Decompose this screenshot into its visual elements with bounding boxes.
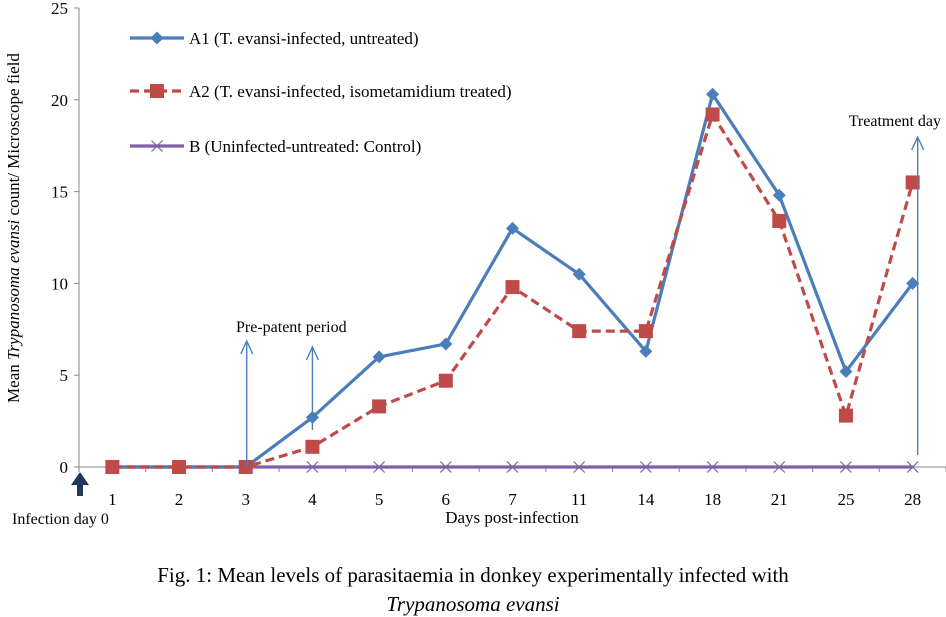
infection-day-label: Infection day 0: [12, 511, 109, 528]
x-tick-label: 25: [837, 490, 854, 509]
data-point: [706, 87, 720, 101]
treatment-day-arrow-head: [911, 135, 925, 151]
x-tick-label: 11: [571, 490, 587, 509]
x-tick-label: 21: [771, 490, 788, 509]
y-tick-label: 25: [51, 0, 68, 18]
data-point-stroke: [639, 461, 652, 473]
data-point: [506, 461, 519, 473]
chart: 0 5 10 15 20 25 1 2 3 4 5 6 7 11 14 18 21 25 28 Days post-i…: [4, 0, 946, 528]
data-point: [906, 461, 919, 473]
data-point: [772, 213, 787, 228]
treatment-day-arrow: [911, 135, 925, 455]
infection-arrow-head: [71, 472, 89, 485]
data-point: [305, 439, 320, 454]
x-tick-label: 6: [442, 490, 451, 509]
legend-marker: [150, 84, 164, 98]
data-point-stroke: [506, 461, 519, 473]
data-point: [838, 408, 853, 423]
pre-patent-arrow-start-head: [240, 339, 254, 355]
figure-caption: Fig. 1: Mean levels of parasitaemia in d…: [157, 563, 789, 587]
data-point: [372, 350, 386, 364]
y-tick-label: 0: [60, 458, 69, 477]
data-point: [238, 460, 253, 474]
series-layer: [105, 87, 920, 474]
data-point: [705, 107, 720, 122]
x-tick-label: 4: [308, 490, 317, 509]
x-axis-title: Days post-infection: [445, 508, 579, 527]
legend-label: A2 (T. evansi-infected, isometamidium tr…: [189, 82, 512, 101]
data-point: [506, 221, 519, 235]
data-point: [839, 365, 853, 379]
series-1: [105, 107, 920, 474]
pre-patent-arrow-start: [240, 339, 254, 467]
treatment-day-label: Treatment day: [849, 113, 941, 130]
data-point-stroke: [706, 461, 719, 473]
data-point: [372, 399, 387, 414]
data-point-stroke: [840, 461, 852, 473]
figure-caption-species: Trypanosoma evansi: [386, 592, 560, 616]
data-point: [706, 461, 719, 473]
x-tick-label: 14: [637, 490, 655, 509]
data-point: [105, 460, 120, 474]
y-tick-label: 15: [51, 183, 68, 202]
legend-marker: [151, 140, 163, 152]
x-tick-label: 2: [175, 490, 184, 509]
legend-label: B (Uninfected-untreated: Control): [189, 137, 421, 156]
annotations: Pre-patent period Treatment day Infection …: [12, 113, 941, 528]
data-point-stroke: [306, 461, 319, 473]
data-point: [773, 461, 786, 473]
x-tick-label: 5: [375, 490, 384, 509]
legend: A1 (T. evansi-infected, untreated) A2 (T.…: [130, 29, 512, 156]
data-point-stroke: [773, 461, 786, 473]
pre-patent-arrow-end: [305, 345, 320, 430]
pre-patent-label: Pre-patent period: [236, 319, 347, 336]
y-axis-title: Mean Trypanosoma evansi count/ Microscop…: [4, 53, 23, 403]
data-point: [840, 461, 852, 473]
data-point: [639, 344, 653, 358]
y-tick-label: 20: [51, 91, 68, 110]
data-point-stroke: [373, 461, 386, 473]
data-point: [638, 324, 653, 339]
infection-arrow-shaft: [77, 484, 83, 496]
data-point: [306, 461, 319, 473]
data-point: [439, 337, 453, 351]
data-point: [772, 188, 786, 202]
data-point-stroke: [573, 461, 586, 473]
data-point: [572, 267, 586, 281]
data-point: [905, 175, 920, 190]
axes: 0 5 10 15 20 25 1 2 3 4 5 6 7 11 14 18 21 25 28 Days post-i…: [4, 0, 946, 527]
y-tick-label: 10: [51, 274, 68, 293]
x-tick-label: 28: [904, 490, 921, 509]
data-point: [639, 461, 652, 473]
data-point: [906, 276, 920, 290]
data-point-stroke: [906, 461, 919, 473]
data-point: [438, 373, 453, 388]
infection-day-arrow: [71, 472, 89, 496]
data-point: [439, 461, 452, 473]
x-tick-label: 18: [704, 490, 721, 509]
y-tick-label: 5: [60, 366, 69, 385]
data-point-stroke: [439, 461, 452, 473]
legend-marker: [150, 31, 164, 45]
data-point: [172, 460, 187, 474]
legend-label: A1 (T. evansi-infected, untreated): [189, 29, 419, 48]
x-tick-label: 1: [108, 490, 117, 509]
data-point: [373, 461, 386, 473]
data-point: [505, 280, 520, 295]
data-point: [572, 324, 587, 339]
x-tick-label: 7: [508, 490, 517, 509]
legend-marker-stroke: [151, 140, 163, 152]
x-tick-label: 3: [241, 490, 250, 509]
pre-patent-arrow-end-head: [305, 345, 320, 361]
data-point: [573, 461, 586, 473]
